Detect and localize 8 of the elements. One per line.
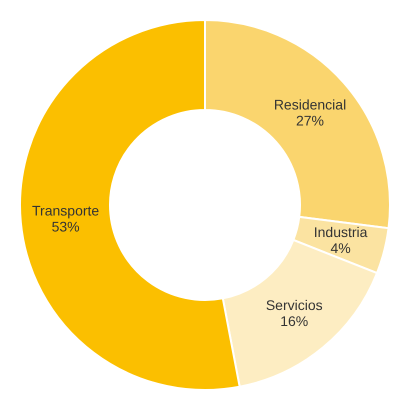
- slice-label: Industria: [314, 224, 368, 240]
- slice-label: Transporte: [32, 202, 100, 218]
- data-label: 4%: [330, 240, 351, 256]
- slice-label: Servicios: [266, 297, 323, 314]
- slice-label: Residencial: [274, 96, 346, 113]
- data-label: 27%: [296, 112, 324, 129]
- data-label: 16%: [280, 313, 308, 330]
- data-label: 53%: [52, 218, 80, 234]
